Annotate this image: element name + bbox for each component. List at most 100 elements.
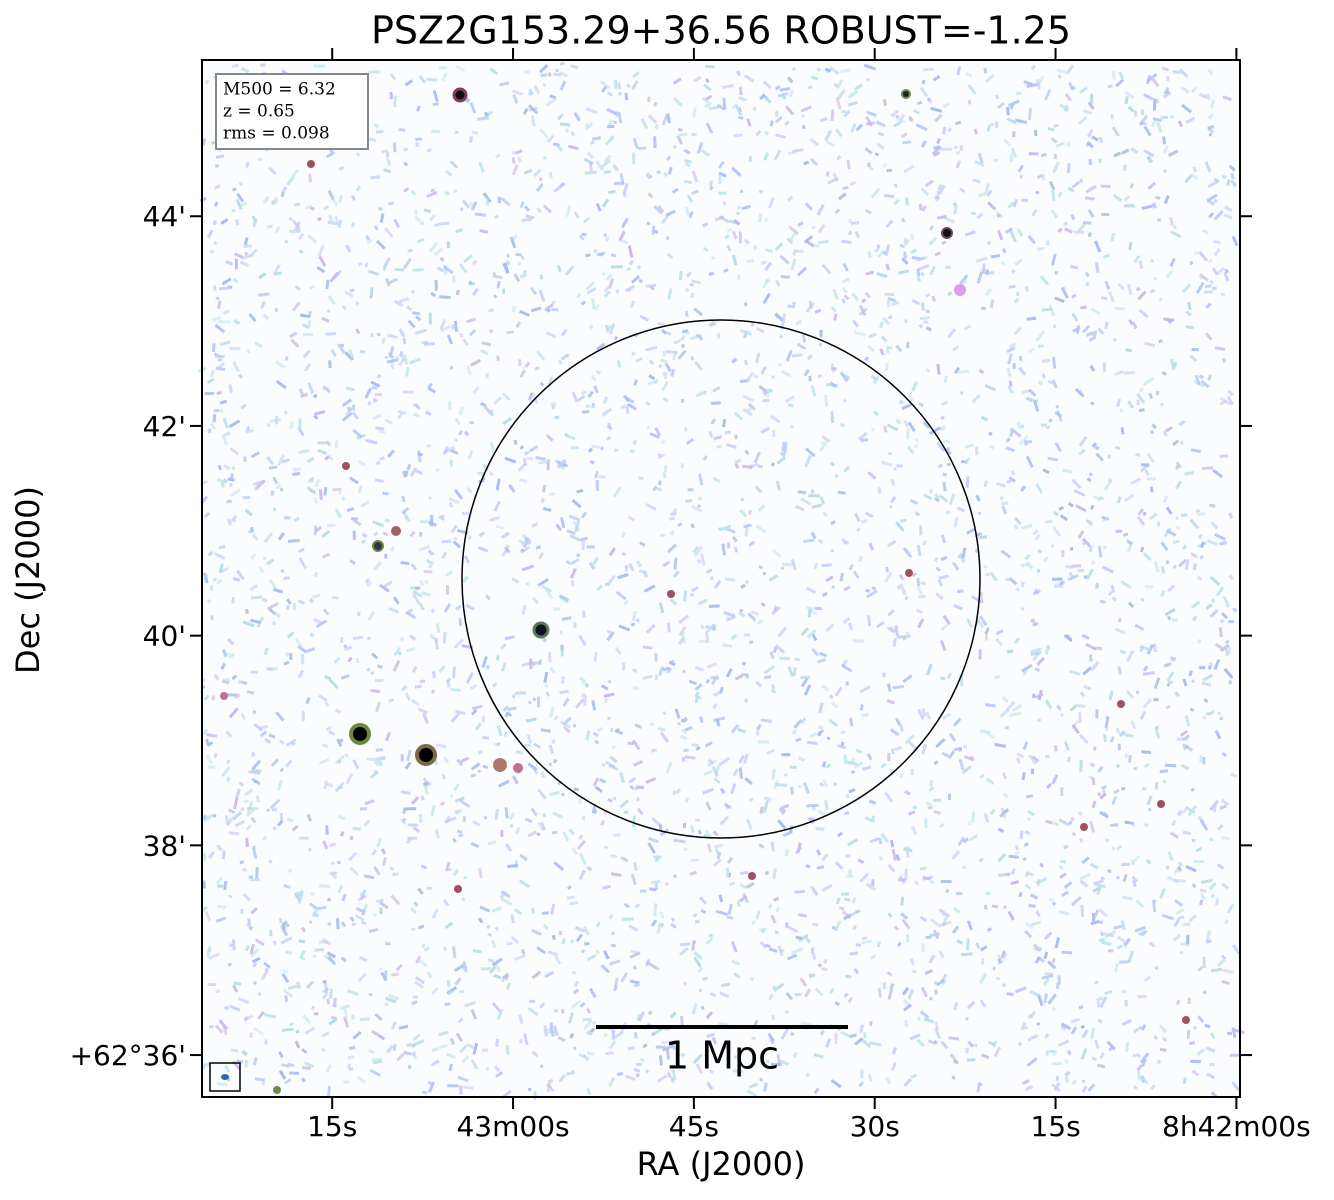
noise-speck bbox=[382, 857, 387, 867]
noise-speck bbox=[859, 1024, 864, 1034]
noise-speck bbox=[865, 116, 873, 127]
noise-speck bbox=[449, 365, 454, 370]
noise-speck bbox=[1024, 883, 1032, 891]
noise-speck bbox=[965, 72, 973, 78]
noise-speck bbox=[1205, 332, 1213, 341]
noise-speck bbox=[1071, 478, 1082, 490]
noise-speck bbox=[1201, 228, 1209, 235]
noise-speck bbox=[590, 375, 597, 382]
noise-speck bbox=[916, 256, 925, 262]
noise-speck bbox=[943, 439, 950, 444]
noise-speck bbox=[470, 841, 480, 849]
noise-speck bbox=[250, 595, 262, 600]
noise-speck bbox=[414, 980, 425, 989]
noise-speck bbox=[773, 896, 780, 902]
noise-speck bbox=[708, 933, 714, 938]
noise-speck bbox=[685, 437, 695, 445]
noise-speck bbox=[632, 71, 640, 79]
noise-speck bbox=[344, 351, 354, 362]
noise-speck bbox=[702, 222, 709, 228]
noise-speck bbox=[459, 1044, 468, 1053]
noise-speck bbox=[820, 441, 828, 446]
noise-speck bbox=[835, 79, 844, 90]
noise-speck bbox=[1025, 561, 1034, 570]
noise-speck bbox=[630, 622, 636, 627]
noise-speck bbox=[662, 396, 669, 403]
noise-speck bbox=[303, 332, 314, 337]
noise-speck bbox=[1210, 521, 1219, 530]
noise-speck bbox=[369, 287, 374, 299]
noise-speck bbox=[388, 607, 400, 614]
noise-speck bbox=[781, 753, 791, 757]
noise-speck bbox=[392, 596, 400, 605]
noise-speck bbox=[1232, 607, 1238, 613]
noise-speck bbox=[1067, 501, 1074, 508]
noise-speck bbox=[1059, 859, 1067, 864]
noise-speck bbox=[617, 572, 629, 580]
noise-speck bbox=[420, 221, 424, 225]
noise-speck bbox=[325, 332, 336, 336]
noise-speck bbox=[482, 464, 490, 472]
noise-speck bbox=[531, 928, 542, 936]
noise-speck bbox=[1013, 297, 1020, 304]
noise-speck bbox=[658, 480, 662, 486]
noise-speck bbox=[1061, 950, 1073, 955]
noise-speck bbox=[708, 180, 714, 187]
noise-speck bbox=[1041, 358, 1051, 363]
noise-speck bbox=[1037, 946, 1043, 952]
noise-speck bbox=[1107, 84, 1113, 89]
noise-speck bbox=[679, 1015, 684, 1026]
noise-speck bbox=[1094, 445, 1098, 449]
noise-speck bbox=[306, 813, 312, 822]
noise-speck bbox=[605, 236, 610, 243]
noise-speck bbox=[758, 385, 769, 394]
noise-speck bbox=[603, 286, 610, 293]
noise-speck bbox=[559, 80, 567, 91]
noise-speck bbox=[278, 739, 285, 746]
noise-speck bbox=[305, 647, 316, 654]
noise-speck bbox=[860, 1037, 872, 1049]
noise-speck bbox=[1229, 1053, 1239, 1057]
noise-speck bbox=[967, 1000, 976, 1010]
noise-speck bbox=[1169, 609, 1176, 613]
noise-speck bbox=[861, 765, 872, 771]
noise-speck bbox=[808, 300, 813, 309]
noise-speck bbox=[1062, 286, 1066, 291]
noise-speck bbox=[1115, 764, 1121, 769]
noise-speck bbox=[578, 676, 586, 683]
noise-speck bbox=[816, 204, 825, 216]
noise-speck bbox=[810, 489, 815, 494]
noise-speck bbox=[283, 410, 289, 415]
noise-speck bbox=[218, 545, 226, 550]
noise-speck bbox=[430, 1059, 440, 1067]
noise-speck bbox=[636, 265, 642, 270]
source bbox=[954, 284, 966, 296]
noise-speck bbox=[327, 1085, 332, 1096]
noise-speck bbox=[824, 800, 829, 811]
noise-speck bbox=[933, 151, 941, 157]
noise-speck bbox=[651, 817, 662, 827]
noise-speck bbox=[770, 841, 776, 852]
noise-speck bbox=[206, 377, 215, 385]
noise-speck bbox=[231, 465, 236, 471]
noise-speck bbox=[431, 987, 439, 996]
noise-speck bbox=[537, 788, 547, 800]
noise-speck bbox=[1021, 581, 1025, 587]
noise-speck bbox=[1154, 195, 1161, 200]
noise-speck bbox=[1147, 181, 1157, 190]
noise-speck bbox=[748, 640, 754, 645]
noise-speck bbox=[500, 829, 504, 837]
noise-speck bbox=[515, 321, 522, 328]
noise-speck bbox=[568, 144, 579, 151]
noise-speck bbox=[612, 164, 619, 172]
noise-speck bbox=[1165, 75, 1170, 82]
noise-speck bbox=[963, 324, 972, 331]
noise-speck bbox=[268, 733, 276, 739]
noise-speck bbox=[1077, 568, 1084, 573]
noise-speck bbox=[1138, 114, 1149, 126]
noise-speck bbox=[825, 763, 832, 769]
noise-speck bbox=[1022, 1026, 1029, 1030]
noise-speck bbox=[966, 528, 975, 535]
noise-speck bbox=[640, 889, 647, 893]
noise-speck bbox=[361, 909, 367, 916]
